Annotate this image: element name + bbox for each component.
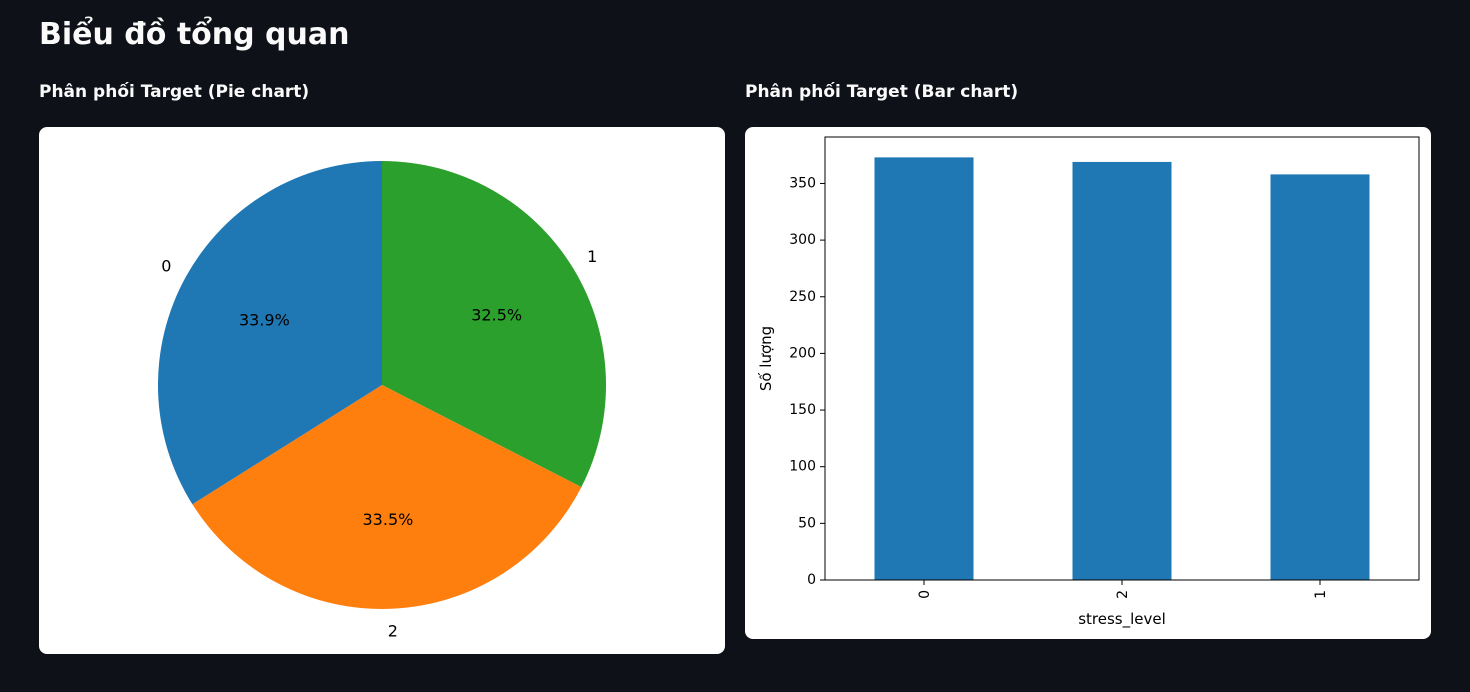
pie-slice-label-2: 2	[388, 622, 398, 641]
pie-slice-1	[382, 161, 607, 488]
bar-2	[1072, 161, 1172, 580]
page-title: Biểu đồ tổng quan	[39, 17, 350, 52]
y-tick-label: 350	[789, 175, 816, 191]
x-tick-label-2: 2	[1115, 590, 1131, 599]
pie-slice-percent-1: 32.5%	[471, 305, 522, 324]
bar-chart-card: 0 2 1 0 50 100 150 200 250 300 350 stress_level Số l…	[745, 127, 1431, 639]
plot-frame	[824, 136, 1420, 581]
y-tick-label: 100	[789, 459, 816, 475]
y-tick-label: 50	[798, 515, 816, 531]
pie-slice-percent-2: 33.5%	[363, 510, 414, 529]
pie-slice-0	[157, 161, 382, 505]
y-tick-label: 250	[789, 289, 816, 305]
x-tick-label-0: 0	[917, 590, 933, 599]
y-tick-label: 150	[789, 402, 816, 418]
bar-0	[874, 157, 974, 580]
pie-chart-heading: Phân phối Target (Pie chart)	[39, 82, 310, 102]
x-axis-label: stress_level	[1078, 610, 1166, 629]
bar-chart-heading: Phân phối Target (Bar chart)	[745, 82, 1019, 102]
pie-chart: 1 32.5% 2 33.5% 0 33.9%	[157, 161, 607, 641]
y-tick-label: 300	[789, 232, 816, 248]
pie-chart-card: 1 32.5% 2 33.5% 0 33.9%	[39, 127, 725, 654]
pie-slice-percent-0: 33.9%	[239, 311, 290, 330]
pie-slice-label-1: 1	[587, 247, 597, 266]
x-tick-label-1: 1	[1313, 590, 1329, 599]
y-tick-label: 200	[789, 345, 816, 361]
pie-slice-label-0: 0	[161, 256, 171, 275]
y-axis-label: Số lượng	[757, 326, 775, 391]
bar-1	[1270, 174, 1370, 580]
pie-slice-2	[192, 385, 582, 610]
y-tick-label: 0	[807, 572, 816, 588]
bar-chart: 0 2 1 0 50 100 150 200 250 300 350 stress_level Số l…	[757, 136, 1420, 629]
